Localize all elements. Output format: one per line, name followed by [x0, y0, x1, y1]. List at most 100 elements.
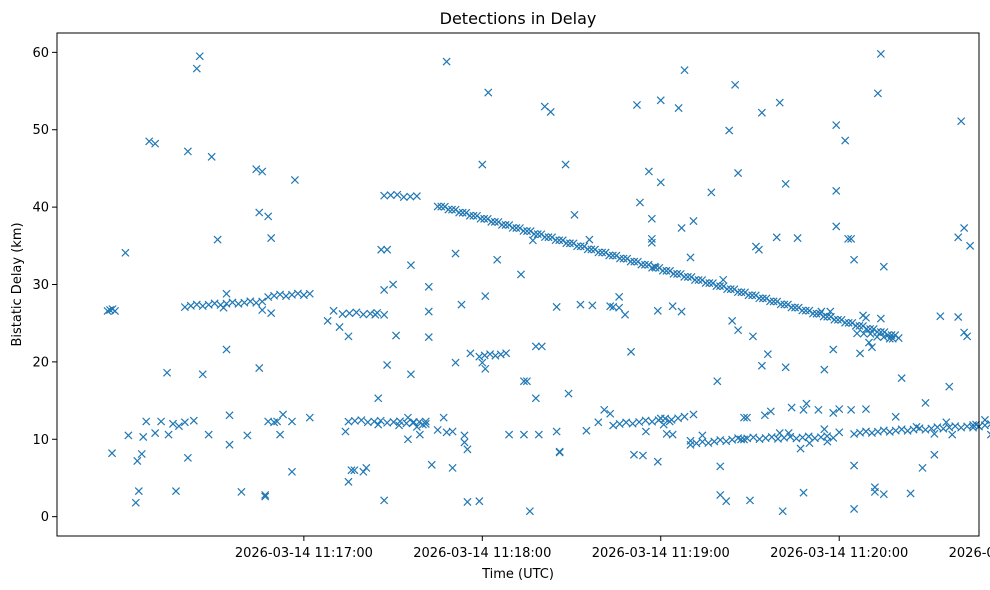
data-point	[710, 437, 719, 446]
data-point	[363, 418, 372, 427]
data-point	[329, 306, 338, 315]
data-point	[163, 368, 172, 377]
data-point	[799, 488, 808, 497]
data-point	[476, 214, 485, 223]
data-point	[544, 233, 553, 242]
data-point	[447, 205, 457, 214]
data-point	[107, 449, 117, 458]
data-point	[424, 333, 433, 342]
data-point	[243, 431, 252, 440]
data-point	[766, 297, 775, 306]
data-point	[954, 233, 963, 242]
data-point	[903, 426, 912, 435]
data-point	[403, 435, 412, 444]
data-point	[683, 272, 692, 281]
data-point	[737, 288, 746, 297]
data-point	[847, 405, 856, 414]
data-point	[121, 248, 130, 257]
data-point	[719, 275, 728, 284]
data-point	[749, 433, 758, 442]
data-point	[921, 398, 930, 407]
data-point	[142, 417, 151, 426]
data-point	[458, 208, 467, 217]
data-point	[909, 425, 918, 434]
data-point	[767, 433, 776, 442]
data-point	[207, 152, 216, 161]
data-point	[960, 223, 969, 233]
data-point	[406, 261, 415, 270]
x-axis-label: Time (UTC)	[481, 567, 554, 582]
data-point	[228, 298, 237, 307]
data-point	[653, 306, 662, 315]
chart-title: Detections in Delay	[440, 9, 597, 28]
data-point	[582, 426, 591, 435]
data-point	[873, 332, 882, 341]
data-point	[531, 394, 540, 403]
data-point	[641, 427, 650, 436]
data-point	[801, 306, 810, 315]
data-point	[408, 418, 417, 427]
data-point	[954, 312, 963, 322]
data-point	[894, 334, 903, 343]
data-point	[698, 431, 707, 440]
data-point	[585, 235, 594, 244]
data-point	[776, 300, 785, 309]
data-point	[891, 412, 900, 421]
data-point	[168, 419, 178, 428]
data-point	[424, 307, 433, 316]
data-point	[519, 226, 528, 235]
data-point	[669, 269, 678, 278]
data-point	[861, 313, 871, 322]
data-point	[525, 507, 534, 516]
data-point	[389, 418, 398, 427]
data-point	[698, 437, 707, 446]
data-point	[726, 285, 735, 294]
data-point	[605, 251, 614, 260]
data-point	[870, 487, 879, 496]
data-point	[546, 107, 555, 116]
data-point	[442, 57, 451, 66]
data-point	[757, 108, 766, 117]
data-point	[851, 321, 860, 330]
data-point	[802, 399, 811, 408]
data-point	[588, 301, 597, 310]
data-point	[780, 300, 789, 309]
x-tick-label: 2026-03-14 11:19:00	[592, 546, 730, 561]
data-point	[692, 439, 701, 448]
data-point	[648, 417, 657, 426]
data-point	[781, 179, 790, 188]
data-point	[864, 338, 873, 347]
data-point	[444, 205, 453, 214]
data-point	[674, 104, 683, 113]
data-point	[680, 272, 689, 281]
data-point	[460, 438, 469, 447]
data-point	[480, 214, 489, 223]
data-point	[734, 169, 743, 178]
data-point	[522, 377, 531, 386]
data-point	[531, 342, 540, 351]
y-tick-label: 30	[32, 278, 49, 293]
data-point	[873, 427, 882, 436]
data-point	[701, 278, 710, 288]
data-point	[564, 389, 573, 398]
data-point	[380, 285, 389, 294]
data-point	[966, 241, 975, 250]
data-point	[469, 211, 478, 220]
data-point	[455, 208, 464, 217]
data-point	[637, 260, 646, 269]
data-point	[850, 504, 859, 513]
data-point	[883, 330, 893, 340]
data-point	[680, 412, 689, 421]
data-point	[222, 345, 231, 354]
data-point	[213, 235, 222, 244]
data-point	[380, 310, 389, 319]
data-point	[486, 350, 495, 359]
data-point	[879, 490, 888, 499]
data-point	[110, 306, 120, 315]
data-point	[921, 425, 930, 434]
data-point	[186, 301, 195, 310]
data-point	[174, 422, 183, 431]
data-point	[377, 245, 386, 254]
data-point	[847, 234, 856, 243]
data-point	[366, 309, 375, 318]
